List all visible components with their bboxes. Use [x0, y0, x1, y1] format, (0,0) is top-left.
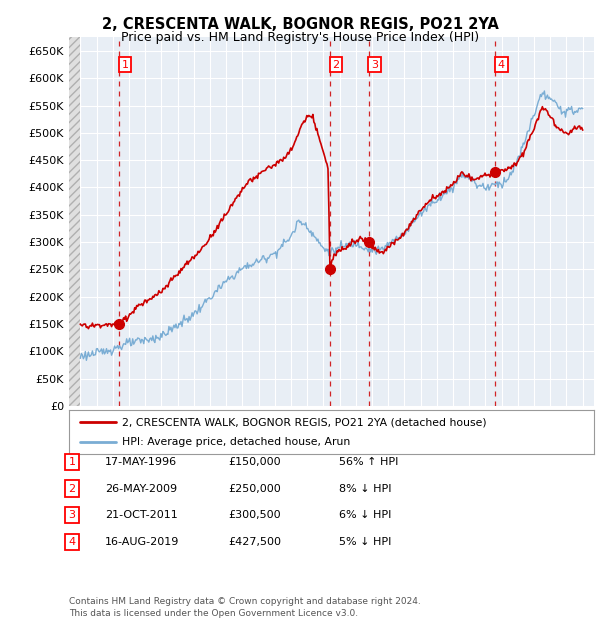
Text: HPI: Average price, detached house, Arun: HPI: Average price, detached house, Arun: [121, 437, 350, 447]
Bar: [69, 37, 80, 406]
Text: 1: 1: [121, 60, 128, 69]
Text: 4: 4: [498, 60, 505, 69]
Text: Price paid vs. HM Land Registry's House Price Index (HPI): Price paid vs. HM Land Registry's House …: [121, 31, 479, 44]
Text: 26-MAY-2009: 26-MAY-2009: [105, 484, 177, 494]
Text: £150,000: £150,000: [228, 457, 281, 467]
Text: £250,000: £250,000: [228, 484, 281, 494]
Bar: [69, 37, 80, 406]
Text: 3: 3: [68, 510, 76, 520]
Text: £427,500: £427,500: [228, 537, 281, 547]
Text: 2: 2: [332, 60, 340, 69]
Text: 2, CRESCENTA WALK, BOGNOR REGIS, PO21 2YA (detached house): 2, CRESCENTA WALK, BOGNOR REGIS, PO21 2Y…: [121, 417, 486, 427]
Text: 3: 3: [371, 60, 378, 69]
Text: 6% ↓ HPI: 6% ↓ HPI: [339, 510, 391, 520]
Text: 56% ↑ HPI: 56% ↑ HPI: [339, 457, 398, 467]
Text: £300,500: £300,500: [228, 510, 281, 520]
Text: 16-AUG-2019: 16-AUG-2019: [105, 537, 179, 547]
Text: 8% ↓ HPI: 8% ↓ HPI: [339, 484, 391, 494]
Text: 1: 1: [68, 457, 76, 467]
Text: 4: 4: [68, 537, 76, 547]
Text: 5% ↓ HPI: 5% ↓ HPI: [339, 537, 391, 547]
Text: Contains HM Land Registry data © Crown copyright and database right 2024.
This d: Contains HM Land Registry data © Crown c…: [69, 596, 421, 618]
Text: 17-MAY-1996: 17-MAY-1996: [105, 457, 177, 467]
Text: 2, CRESCENTA WALK, BOGNOR REGIS, PO21 2YA: 2, CRESCENTA WALK, BOGNOR REGIS, PO21 2Y…: [101, 17, 499, 32]
Text: 2: 2: [68, 484, 76, 494]
Text: 21-OCT-2011: 21-OCT-2011: [105, 510, 178, 520]
